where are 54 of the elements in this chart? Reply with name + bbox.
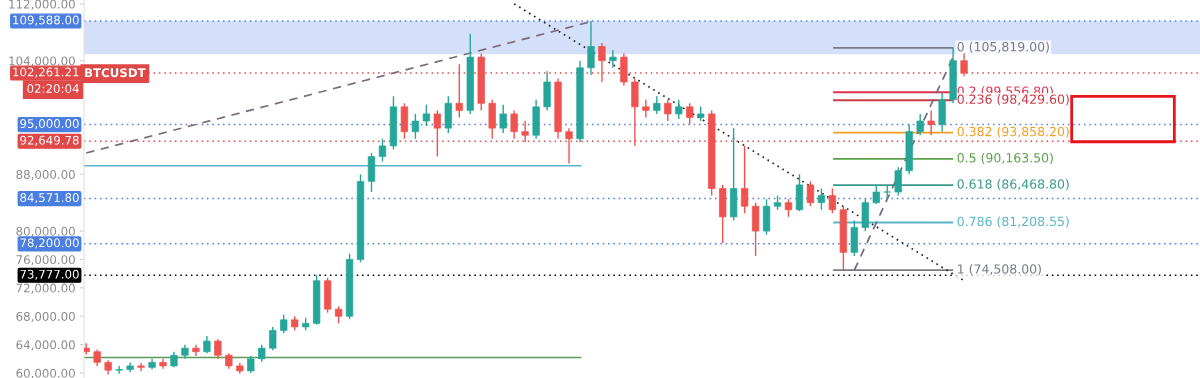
y-tick-label: 64,000.00 — [16, 340, 75, 351]
annotation: BTCUSDT — [85, 68, 146, 78]
candlestick — [675, 99, 683, 120]
candlestick — [927, 109, 935, 136]
candlestick — [806, 180, 815, 207]
y-tick-label: 68,000.00 — [16, 311, 75, 323]
ref-line-label: 95,000.00 — [20, 119, 79, 130]
ref-line-label: 0 (105,819.00) — [957, 41, 1049, 53]
candlestick — [422, 104, 431, 127]
y-tick-label: 80,000.00 — [16, 226, 75, 237]
ref-line-label: 109,588.00 — [13, 15, 79, 26]
ref-line-label: 73,777.00 — [20, 269, 79, 280]
text: 02:20:04 — [27, 84, 79, 94]
ref-line-label: 84,571.80 — [20, 193, 79, 204]
candlestick — [817, 187, 826, 211]
candlestick — [280, 314, 288, 334]
candlestick — [587, 20, 595, 76]
ref-line-label: 0.618 (86,468.80) — [957, 179, 1069, 191]
y-tick-label: 72,000.00 — [16, 283, 75, 294]
candlestick — [740, 145, 749, 215]
candlestick — [269, 326, 277, 352]
candlestick — [960, 52, 968, 78]
candlestick — [137, 362, 145, 372]
candlestick — [433, 109, 441, 158]
ref-line-label: 0.786 (81,208.55) — [957, 216, 1069, 228]
candlestick — [828, 187, 837, 215]
candlestick — [411, 113, 420, 140]
candlestick — [916, 113, 924, 136]
candlestick — [214, 338, 222, 360]
candlestick — [894, 166, 902, 197]
candlestick — [642, 99, 650, 119]
y-tick-label: 76,000.00 — [16, 255, 75, 266]
ref-line-label: 102,261.21 — [13, 67, 79, 78]
y-tick-label: 104,000.00 — [9, 56, 75, 67]
y-tick-label: 60,000.00 — [16, 368, 75, 378]
y-tick-label: 112,000.00 — [9, 0, 75, 10]
ref-line-label: 1 (74,508.00) — [958, 264, 1041, 276]
candlestick — [455, 63, 463, 119]
candlestick — [598, 42, 606, 83]
candlestick — [510, 109, 518, 140]
ref-line-label: 78,200.00 — [20, 238, 79, 249]
candlestick — [565, 127, 573, 165]
ref-line-label: 0.382 (93,858.20) — [957, 126, 1069, 138]
candlestick — [115, 365, 123, 375]
candlestick — [609, 49, 617, 69]
ref-line-label: 0.5 (90,163.50) — [957, 152, 1053, 165]
candlestick — [664, 99, 672, 122]
y-tick-label: 88,000.00 — [16, 169, 75, 181]
candlestick — [686, 102, 694, 126]
ref-line-label: 92,649.78 — [20, 135, 79, 146]
candlestick — [378, 138, 387, 163]
candlestick — [872, 184, 880, 205]
candlestick — [521, 120, 529, 144]
candlestick — [499, 104, 507, 134]
